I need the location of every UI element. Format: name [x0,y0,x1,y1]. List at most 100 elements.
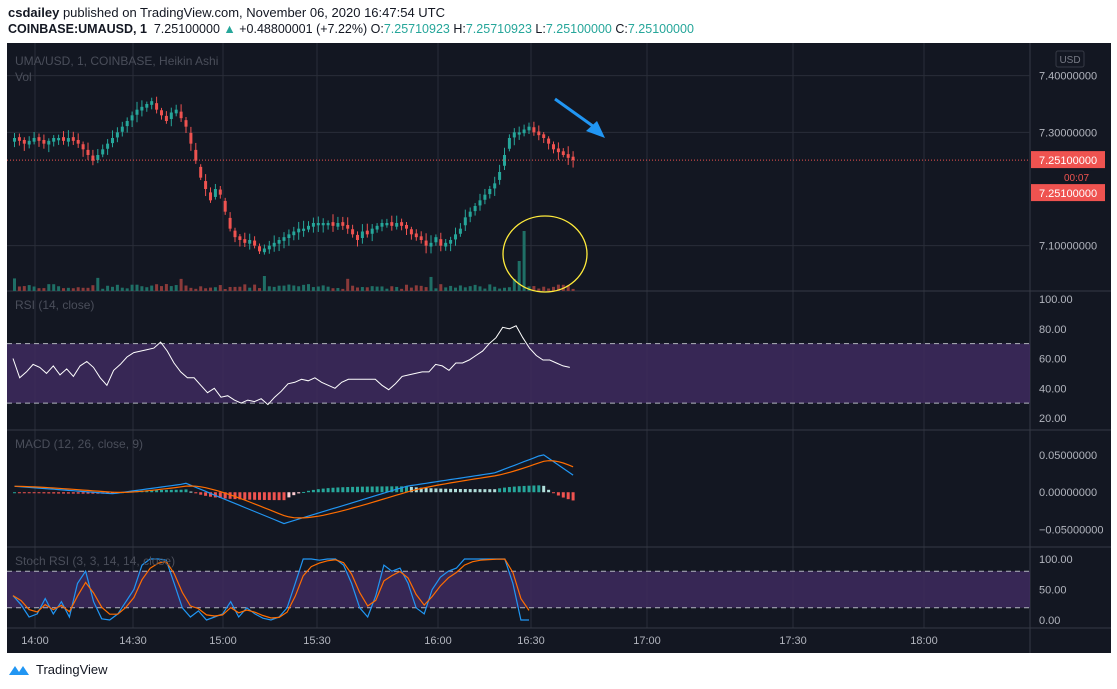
author-name[interactable]: csdailey [8,5,60,20]
time-tick: 17:30 [779,635,807,647]
macd-hist-bar [429,488,433,493]
macd-hist-bar [537,485,541,493]
volume-bar [468,286,472,291]
volume-bar [498,288,502,291]
volume-bar [336,287,340,291]
footer-brand[interactable]: TradingView [36,662,108,677]
macd-hist-bar [194,492,198,494]
candle-body [258,246,261,252]
macd-hist-bar [385,486,389,493]
volume-bar [179,278,183,291]
annotation-arrow-icon [554,97,598,131]
candle-body [37,137,41,141]
macd-hist-bar [503,487,506,493]
chart-canvas[interactable]: UMA/USD, 1, COINBASE, Heikin Ashi Vol USD 7… [7,43,1111,653]
macd-hist-bar [341,487,345,493]
candle-body [160,110,163,116]
volume-bar [164,284,168,291]
volume-bar [76,287,80,291]
volume-bar [409,287,413,291]
volume-bar [542,286,546,291]
macd-hist-bar [356,486,359,493]
candle-body [390,222,394,226]
volume-bar [346,278,350,291]
candle-body [449,240,453,244]
macd-hist-bar [532,485,536,493]
macd-hist-bar [199,492,203,495]
macd-hist-bar [81,492,85,494]
volume-bar [307,284,310,291]
candle-body [213,189,217,197]
volume-bar [204,288,208,291]
volume-bar [218,285,222,291]
low-label: L: [535,22,546,36]
candle-body [145,104,149,108]
candle-body [341,222,345,226]
currency-badge [1055,50,1085,68]
candle-body [326,223,330,226]
volume-bar [463,287,467,291]
volume-bar [292,285,296,291]
macd-hist-bar [326,488,330,493]
volume-bar [17,286,21,291]
volume-bar [42,288,46,291]
candle-body [13,138,16,142]
volume-bar [13,278,16,291]
volume-bar [169,286,173,291]
candle-body [522,129,526,134]
macd-hist-bar [160,489,163,493]
candle-body [179,111,183,119]
candle-body [351,229,355,235]
candle-body [439,239,443,246]
macd-hist-bar [561,492,565,498]
candle-body [174,109,178,114]
candle-body [91,155,95,161]
volume-bar [434,288,438,291]
volume-bar [125,288,129,291]
candle-body [272,242,276,247]
macd-hist-bar [233,492,237,500]
chart-svg[interactable]: UMA/USD, 1, COINBASE, Heikin Ashi Vol USD 7… [7,43,1111,653]
volume-bar [248,287,252,291]
volume-bar [532,286,536,291]
candle-body [405,224,408,229]
volume-bar [52,284,56,291]
candle-body [331,222,335,226]
volume-bar [238,286,242,291]
candle-body [517,132,521,135]
candle-body [414,233,418,238]
time-tick: 17:00 [633,635,661,647]
candle-body [62,137,65,141]
volume-bar [316,286,320,291]
volume-bar [503,287,506,291]
candle-body [169,112,173,120]
volume-bar [297,286,301,291]
volume-bar [189,287,193,291]
candle-body [566,154,570,158]
volume-bar [552,286,555,291]
volume-bar [96,277,100,291]
volume-bar [22,286,26,291]
published-text: published on TradingView.com, November 0… [62,5,445,20]
volume-bar [184,285,188,291]
volume-bar [115,284,119,291]
volume-bar [140,286,144,291]
footer: TradingView [8,662,108,677]
volume-bar [243,284,247,291]
candle-body [454,234,457,240]
stoch-pane-title: Stoch RSI (3, 3, 14, 14, close) [15,554,175,568]
macd-hist-bar [37,492,41,494]
time-tick: 15:30 [303,635,331,647]
candle-body [86,149,90,155]
volume-bar [66,287,70,291]
volume-bar [233,286,237,291]
volume-bar [302,284,306,291]
candle-body [542,134,546,138]
candle-body [488,189,492,195]
macd-hist-bar [164,489,168,493]
volume-bar [395,286,399,291]
macd-hist-bar [527,485,531,493]
macd-hist-bar [365,486,369,493]
macd-hist-bar [454,488,457,493]
candle-body [204,181,208,189]
